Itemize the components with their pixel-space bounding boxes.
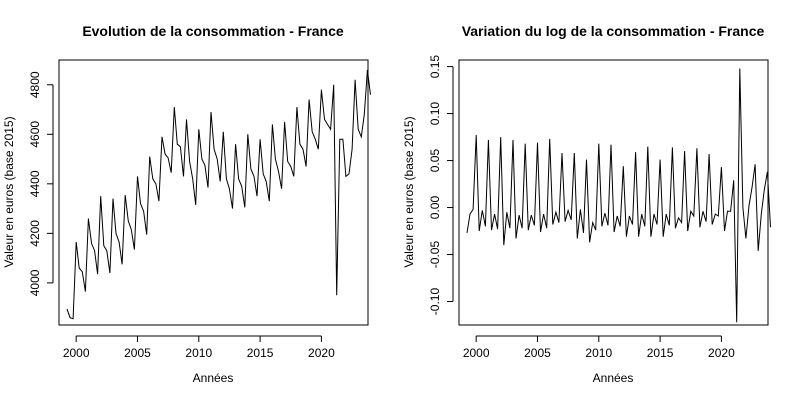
chart-right-y-tick-label: 0.15 — [428, 55, 442, 79]
chart-left-x-tick-label: 2005 — [124, 346, 151, 360]
chart-left-x-tick-label: 2010 — [185, 346, 212, 360]
chart-left-x-tick-label: 2000 — [63, 346, 90, 360]
chart-right-y-tick-label: -0.05 — [428, 241, 442, 269]
chart-left-x-label: Années — [193, 371, 234, 385]
chart-right-y-tick-label: 0.10 — [428, 102, 442, 126]
chart-right-y-label: Valeur en euros (base 2015) — [402, 116, 416, 267]
chart-left-y-tick-label: 4400 — [28, 170, 42, 197]
chart-right-x-tick-label: 2010 — [585, 346, 612, 360]
chart-right-x-tick-label: 2000 — [463, 346, 490, 360]
chart-right-x-tick-label: 2020 — [708, 346, 735, 360]
chart-right-series-line — [466, 68, 771, 323]
chart-left-y-tick-label: 4600 — [28, 121, 42, 148]
chart-right-y-axis: -0.10 -0.05 0.00 0.05 0.10 0.15 — [428, 55, 454, 316]
chart-right-x-axis: 2000 2005 2010 2015 2020 — [463, 335, 735, 360]
chart-left-y-tick-label: 4000 — [28, 269, 42, 296]
chart-right-y-tick-label: 0.05 — [428, 149, 442, 173]
chart-left-plot-box — [58, 59, 369, 326]
chart-left-x-axis: 2000 2005 2010 2015 2020 — [63, 335, 335, 360]
chart-left-y-tick-label: 4800 — [28, 71, 42, 98]
chart-right-x-tick-label: 2015 — [647, 346, 674, 360]
chart-right-x-label: Années — [593, 371, 634, 385]
chart-right-y-tick-label: -0.10 — [428, 288, 442, 316]
chart-left-title: Evolution de la consommation - France — [82, 23, 344, 39]
chart-right: Variation du log de la consommation - Fr… — [402, 23, 771, 385]
chart-left-series-line — [66, 69, 371, 320]
chart-right-x-tick-label: 2005 — [524, 346, 551, 360]
chart-left-y-label: Valeur en euros (base 2015) — [2, 116, 16, 267]
chart-left-y-tick-label: 4200 — [28, 220, 42, 247]
chart-right-y-tick-label: 0.00 — [428, 196, 442, 220]
chart-left: Evolution de la consommation - France 20… — [2, 23, 371, 385]
chart-right-plot-box — [458, 59, 769, 326]
chart-left-x-tick-label: 2020 — [308, 346, 335, 360]
chart-left-x-tick-label: 2015 — [247, 346, 274, 360]
chart-left-y-axis: 4000 4200 4400 4600 4800 — [28, 71, 54, 296]
chart-right-title: Variation du log de la consommation - Fr… — [462, 23, 765, 39]
